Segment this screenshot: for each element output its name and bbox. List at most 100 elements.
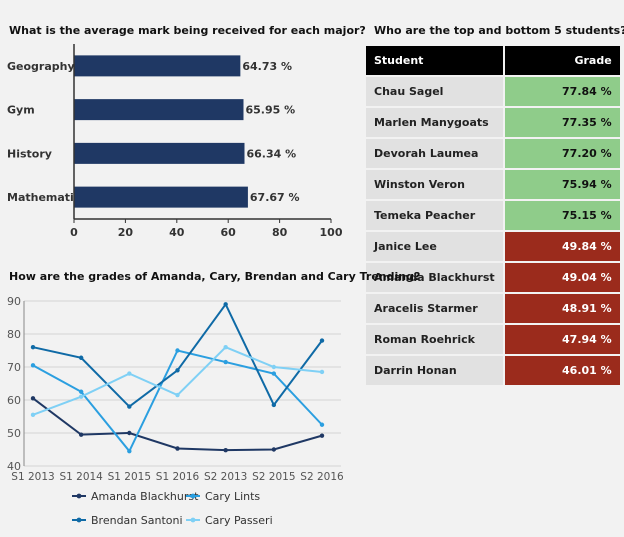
header-student: Student xyxy=(366,46,503,75)
legend-label: Cary Lints xyxy=(205,490,260,503)
grade-cell: 75.15 % xyxy=(504,201,620,230)
bar-chart: Geography 64.73 % Gym 65.95 % History 66.34 %… xyxy=(7,44,343,239)
line-point xyxy=(271,371,277,376)
line-point xyxy=(223,345,228,350)
line-series xyxy=(32,397,323,452)
line-chart: 40 50 60 70 80 90 S1 2013 S1 2014 S1 2015 S1 2016… xyxy=(7,295,344,527)
bar-data-label: 67.67 % xyxy=(250,191,300,204)
line-point xyxy=(271,447,277,452)
bar-category-label: Mathematics xyxy=(7,191,87,204)
grade-cell: 49.84 % xyxy=(504,232,620,261)
bar-x-tick-label: 60 xyxy=(221,226,237,239)
line-point xyxy=(127,371,132,376)
student-name-cell: Marlen Manygoats xyxy=(366,108,503,137)
line-point xyxy=(127,448,132,454)
student-name-cell: Amanda Blackhurst xyxy=(366,263,503,292)
line-x-tick-label: S1 2013 xyxy=(11,471,54,483)
bar-x-tick-label: 100 xyxy=(320,226,343,239)
grade-cell: 49.04 % xyxy=(504,263,620,292)
line-point xyxy=(223,302,228,307)
legend-label: Cary Passeri xyxy=(205,514,273,527)
line-point xyxy=(78,394,84,399)
grade-cell: 77.35 % xyxy=(504,108,620,137)
legend-swatch-marker xyxy=(76,517,82,523)
table-row: Janice Lee 49.84 % xyxy=(366,232,620,261)
line-y-tick-label: 90 xyxy=(7,295,21,308)
bar xyxy=(74,186,248,208)
student-name-cell: Janice Lee xyxy=(366,232,503,261)
table-header-row: Student Grade xyxy=(366,46,620,75)
bar-x-tick-label: 0 xyxy=(70,226,78,239)
line-x-tick-label: S1 2016 xyxy=(156,471,200,483)
line-point xyxy=(78,432,84,437)
bar-x-tick-label: 20 xyxy=(118,226,134,239)
line-point xyxy=(175,348,180,353)
line-point xyxy=(127,404,132,409)
legend-swatch-marker xyxy=(76,493,82,499)
line-y-tick-label: 40 xyxy=(7,460,21,473)
line-point xyxy=(271,364,277,370)
line-y-tick-label: 70 xyxy=(7,361,21,374)
grade-cell: 75.94 % xyxy=(504,170,620,199)
bar xyxy=(74,55,241,77)
line-x-tick-label: S2 2016 xyxy=(300,471,344,483)
header-grade: Grade xyxy=(504,46,620,75)
line-y-tick-label: 80 xyxy=(7,328,21,341)
table-row: Temeka Peacher 75.15 % xyxy=(366,201,620,230)
line-point xyxy=(30,363,36,368)
bar-chart-title: What is the average mark being received … xyxy=(9,24,366,37)
line-point xyxy=(78,389,84,394)
grade-cell: 46.01 % xyxy=(504,356,620,385)
line-point xyxy=(30,412,36,418)
table-row: Chau Sagel 77.84 % xyxy=(366,77,620,106)
line-x-tick-label: S2 2015 xyxy=(252,471,295,483)
table-row: Amanda Blackhurst 49.04 % xyxy=(366,263,620,292)
students-table: Student Grade Chau Sagel 77.84 % Marlen Ma… xyxy=(364,44,622,387)
line-point xyxy=(30,396,36,401)
grade-cell: 77.84 % xyxy=(504,77,620,106)
legend-swatch-marker xyxy=(190,517,196,523)
student-name-cell: Devorah Laumea xyxy=(366,139,503,168)
grade-cell: 48.91 % xyxy=(504,294,620,323)
line-point xyxy=(319,338,325,343)
bar xyxy=(74,142,245,164)
line-series xyxy=(32,302,323,408)
line-point xyxy=(223,359,228,365)
bar-x-tick-label: 40 xyxy=(169,226,185,239)
table-row: Winston Veron 75.94 % xyxy=(366,170,620,199)
bar-data-label: 66.34 % xyxy=(246,147,296,160)
table-row: Marlen Manygoats 77.35 % xyxy=(366,108,620,137)
student-name-cell: Chau Sagel xyxy=(366,77,503,106)
line-series xyxy=(32,349,323,454)
bar-data-label: 64.73 % xyxy=(242,60,292,73)
table-row: Roman Roehrick 47.94 % xyxy=(366,325,620,354)
line-point xyxy=(319,422,325,427)
legend-label: Amanda Blackhurst xyxy=(91,490,199,503)
line-point xyxy=(319,369,325,375)
line-point xyxy=(30,345,36,350)
bar-data-label: 65.95 % xyxy=(245,104,295,117)
line-point xyxy=(223,447,228,453)
grade-cell: 47.94 % xyxy=(504,325,620,354)
line-point xyxy=(319,433,325,438)
bar-category-label: History xyxy=(7,147,52,160)
bar-category-label: Geography xyxy=(7,60,75,73)
line-chart-title: How are the grades of Amanda, Cary, Bren… xyxy=(9,270,421,283)
line-x-tick-label: S2 2013 xyxy=(204,471,247,483)
line-point xyxy=(127,430,132,436)
line-point xyxy=(78,355,84,360)
legend-swatch-marker xyxy=(190,493,196,499)
table-row: Aracelis Starmer 48.91 % xyxy=(366,294,620,323)
line-x-tick-label: S1 2015 xyxy=(108,471,151,483)
bar-x-tick-label: 80 xyxy=(272,226,288,239)
legend-label: Brendan Santoni xyxy=(91,514,183,527)
student-name-cell: Temeka Peacher xyxy=(366,201,503,230)
bar-category-label: Gym xyxy=(7,104,35,117)
line-point xyxy=(175,368,180,373)
student-name-cell: Winston Veron xyxy=(366,170,503,199)
line-point xyxy=(175,392,180,398)
grade-cell: 77.20 % xyxy=(504,139,620,168)
student-name-cell: Darrin Honan xyxy=(366,356,503,385)
table-title: Who are the top and bottom 5 students? xyxy=(374,24,624,37)
line-y-tick-label: 60 xyxy=(7,394,21,407)
